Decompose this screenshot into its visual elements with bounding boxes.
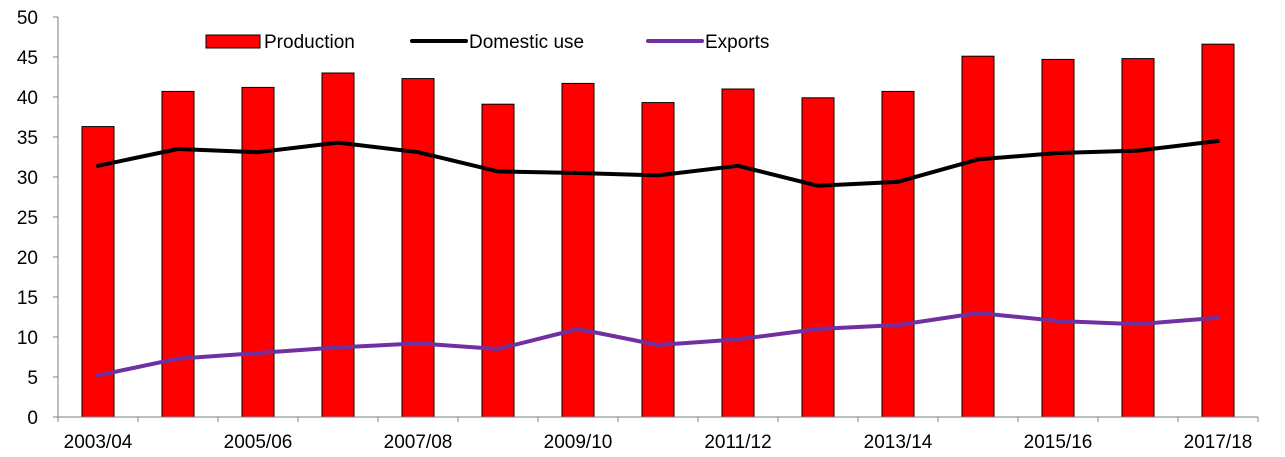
y-tick-label: 20 xyxy=(17,248,38,269)
y-tick-label: 40 xyxy=(17,88,38,109)
bar-production-13 xyxy=(1121,58,1155,418)
bar-production-7 xyxy=(641,102,675,418)
y-tick-label: 10 xyxy=(17,328,38,349)
bar-production-8 xyxy=(721,88,755,418)
y-tick-label: 50 xyxy=(17,8,38,29)
bar-production-3 xyxy=(321,72,355,418)
x-tick-label: 2009/10 xyxy=(544,432,613,453)
legend-swatch-production xyxy=(205,34,261,49)
legend-label-domestic-use: Domestic use xyxy=(469,32,584,53)
x-tick-label: 2005/06 xyxy=(224,432,293,453)
line-domestic-use xyxy=(96,139,1220,188)
x-tick-label: 2017/18 xyxy=(1184,432,1253,453)
y-tick-label: 5 xyxy=(27,368,38,389)
legend-label-production: Production xyxy=(264,32,355,53)
x-axis-ticks: 2003/04 2005/06 2007/08 2009/10 2011/12 2013/… xyxy=(57,417,1259,453)
legend-label-exports: Exports xyxy=(705,32,769,53)
bar-production-2 xyxy=(241,86,275,418)
bar-production-9 xyxy=(801,97,835,418)
bar-production-14 xyxy=(1201,43,1235,418)
legend: Production Domestic use Exports xyxy=(205,32,769,53)
y-tick-label: 0 xyxy=(27,408,38,429)
y-tick-label: 25 xyxy=(17,208,38,229)
production-bars xyxy=(81,43,1235,418)
bar-production-11 xyxy=(961,55,995,418)
bar-production-1 xyxy=(161,90,195,418)
y-tick-label: 45 xyxy=(17,48,38,69)
bar-production-4 xyxy=(401,78,435,418)
y-axis-ticks: 0 5 10 15 20 25 30 35 40 45 50 xyxy=(17,8,58,429)
bar-production-0 xyxy=(81,126,115,418)
series-lines xyxy=(96,139,1220,378)
bar-production-6 xyxy=(561,82,595,418)
y-tick-label: 35 xyxy=(17,128,38,149)
x-tick-label: 2003/04 xyxy=(64,432,133,453)
x-tick-label: 2015/16 xyxy=(1024,432,1093,453)
bar-production-10 xyxy=(881,90,915,418)
x-tick-label: 2013/14 xyxy=(864,432,933,453)
x-tick-label: 2011/12 xyxy=(704,432,771,453)
line-exports xyxy=(96,311,1220,378)
y-tick-label: 15 xyxy=(17,288,38,309)
bar-production-12 xyxy=(1041,58,1075,418)
bar-production-5 xyxy=(481,103,515,418)
x-tick-label: 2007/08 xyxy=(384,432,453,453)
y-tick-label: 30 xyxy=(17,168,38,189)
